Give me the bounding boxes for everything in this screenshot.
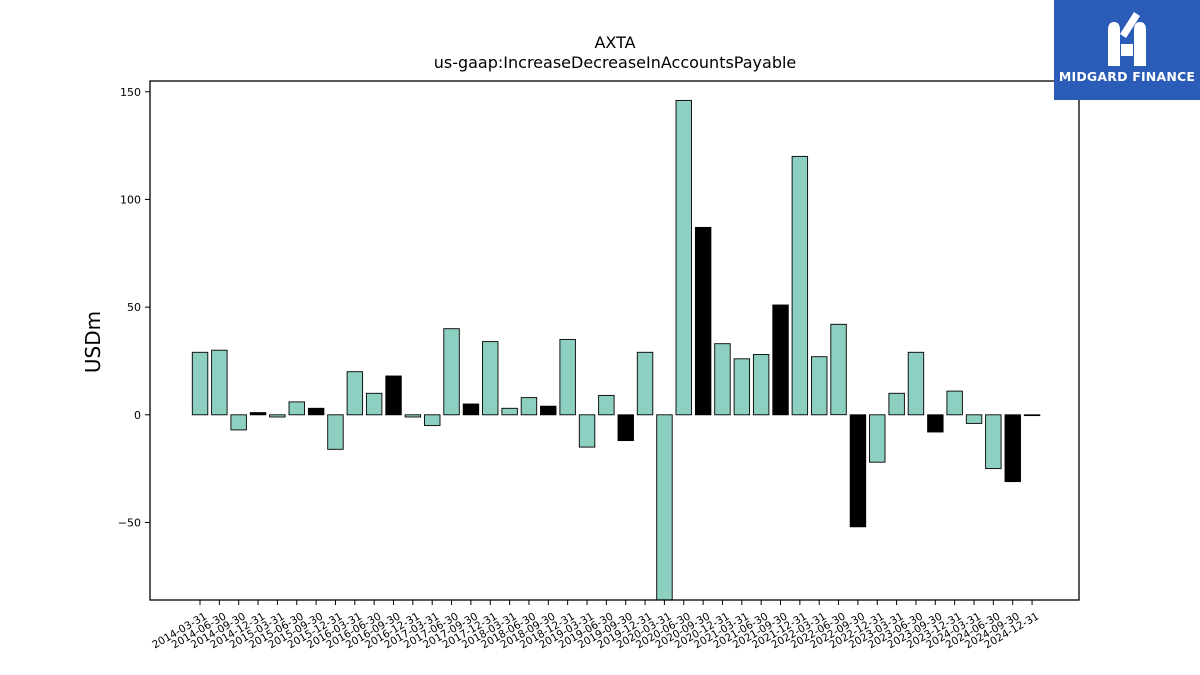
bar-2018-03-31 [501,407,518,416]
bar-2019-06-30 [598,394,615,416]
bar-2017-09-30 [462,403,480,416]
bar-2023-12-31 [946,390,963,416]
bar-2016-06-30 [365,392,383,416]
brand-logo: MIDGARD FINANCE [1054,0,1200,100]
x-axis-ticks: 2014-03-312014-06-302014-09-302014-12-31… [150,600,1041,651]
y-tick-label: −50 [118,516,141,529]
bar-2015-06-30 [288,401,305,416]
bar-2018-06-30 [520,397,538,416]
plot-frame [149,80,1080,601]
bar-2014-06-30 [211,349,228,416]
bar-2016-09-30 [385,375,402,416]
bar-2019-09-30 [617,414,634,442]
bar-2018-12-31 [559,338,576,416]
bar-2017-03-31 [424,414,441,427]
bar-2017-12-31 [482,341,499,416]
bar-2015-09-30 [307,407,325,416]
bar-2023-06-30 [907,351,925,416]
bar-2020-09-30 [694,226,712,416]
y-axis-ticks: −50 0 50 100 150 [118,86,150,529]
bar-2024-12-31 [1023,414,1041,417]
y-tick-label: 0 [134,409,141,422]
bar-2020-06-30 [675,99,692,416]
y-tick-label: 50 [127,301,141,314]
y-tick-label: 100 [120,193,141,206]
bar-2019-03-31 [578,414,596,448]
bar-2021-12-31 [791,155,809,416]
bar-2018-09-30 [540,405,557,416]
bar-2024-06-30 [985,414,1002,470]
bars-group [191,99,1041,601]
bar-2021-03-31 [733,358,751,416]
bar-2023-09-30 [927,414,944,433]
bar-2015-03-31 [269,414,286,418]
bar-2022-09-30 [849,414,867,528]
bar-2020-03-31 [656,414,673,601]
bar-2014-03-31 [191,351,209,416]
bar-2014-09-30 [230,414,247,431]
chart-subtitle: us-gaap:IncreaseDecreaseInAccountsPayabl… [434,53,797,72]
bar-2017-06-30 [443,328,460,416]
bar-2014-12-31 [249,412,267,416]
bar-2021-09-30 [772,304,789,416]
bar-2022-06-30 [830,323,847,416]
y-axis-label: USDm [81,311,105,373]
bar-2021-06-30 [752,354,770,416]
bar-2023-03-31 [888,392,905,416]
y-tick-label: 150 [120,86,141,99]
bar-2019-12-31 [636,351,654,416]
bar-2022-03-31 [811,356,828,416]
bar-2016-03-31 [346,371,364,416]
bar-2020-12-31 [714,343,731,416]
bar-2024-09-30 [1004,414,1021,483]
bar-2024-03-31 [965,414,983,424]
chart-title: AXTA [594,33,635,52]
bar-2015-12-31 [327,414,344,450]
brand-name: MIDGARD FINANCE [1058,69,1196,84]
bar-2022-12-31 [869,414,886,463]
bar-2016-12-31 [404,414,422,418]
midgard-m-icon [1108,12,1146,66]
